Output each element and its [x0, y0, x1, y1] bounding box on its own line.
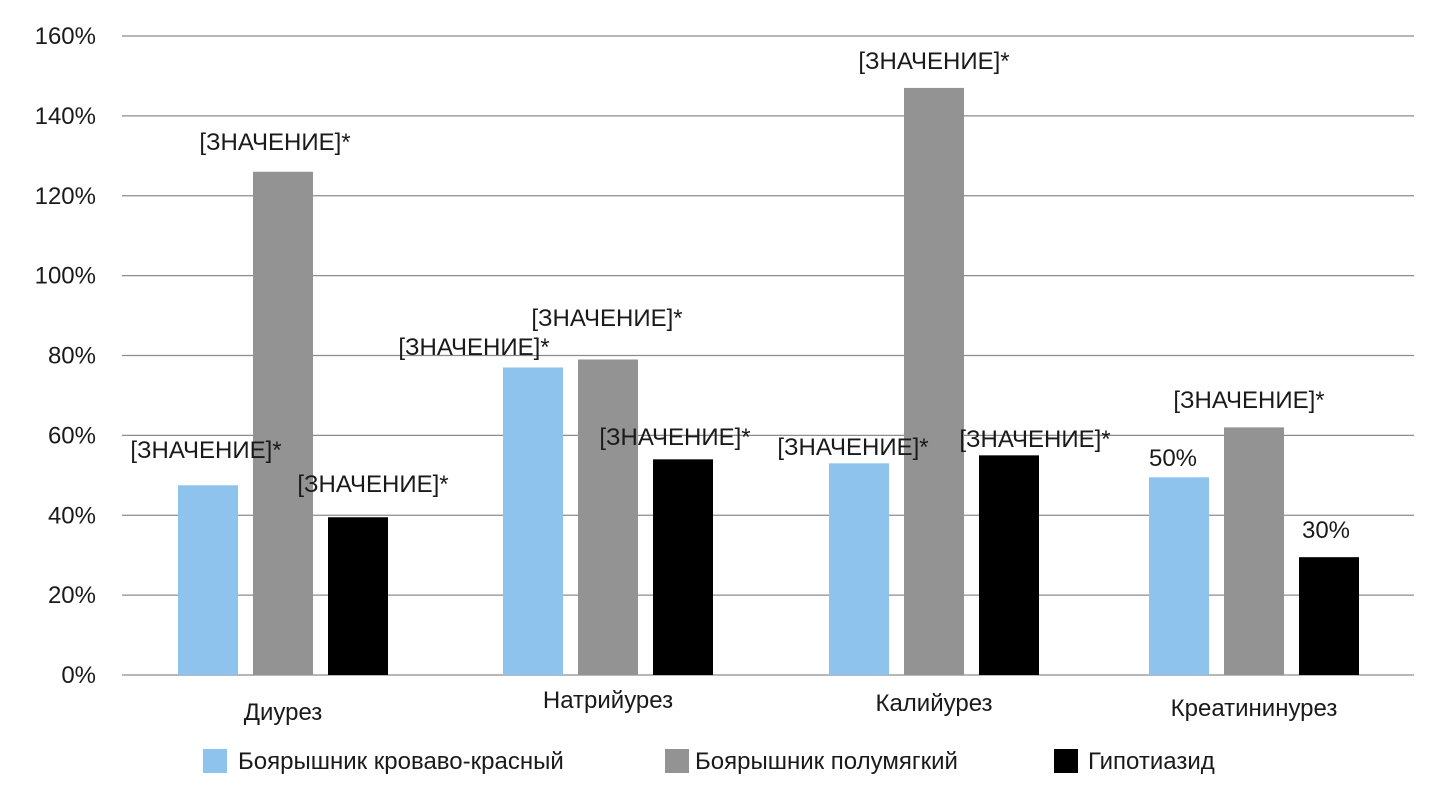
data-label: [ЗНАЧЕНИЕ]* [777, 434, 928, 461]
data-label: [ЗНАЧЕНИЕ]* [297, 471, 448, 498]
y-tick-label: 80% [48, 343, 96, 370]
data-label: [ЗНАЧЕНИЕ]* [599, 424, 750, 451]
bar [1299, 557, 1359, 675]
bar [1149, 477, 1209, 675]
legend-swatch [665, 749, 689, 773]
bar [328, 517, 388, 675]
bars [178, 87, 1359, 675]
y-tick-label: 100% [35, 263, 96, 290]
data-label: [ЗНАЧЕНИЕ]* [858, 48, 1009, 75]
legend-label: Гипотиазид [1088, 748, 1215, 775]
bar [904, 87, 964, 675]
legend-label: Боярышник кроваво-красный [238, 748, 564, 775]
data-label: 30% [1302, 517, 1350, 544]
data-label: [ЗНАЧЕНИЕ]* [199, 129, 350, 156]
category-label: Натрийурез [543, 687, 673, 714]
y-axis-tick-labels: 0% 20% 40% 60% 80% 100% 120% 140% 160% [35, 23, 96, 689]
legend-swatch [203, 749, 227, 773]
legend-swatch [1054, 749, 1078, 773]
bar [1224, 427, 1284, 675]
category-label: Калийурез [875, 690, 992, 717]
data-labels: [ЗНАЧЕНИЕ]*[ЗНАЧЕНИЕ]*[ЗНАЧЕНИЕ]* 50%[ЗНА… [130, 48, 1350, 544]
y-tick-label: 0% [61, 662, 96, 689]
data-label: [ЗНАЧЕНИЕ]* [959, 426, 1110, 453]
y-tick-label: 60% [48, 422, 96, 449]
data-label: [ЗНАЧЕНИЕ]* [398, 334, 549, 361]
legend-label: Боярышник полумягкий [695, 748, 958, 775]
legend: Боярышник кроваво-красный Боярышник полум… [203, 748, 1215, 775]
y-tick-label: 140% [35, 103, 96, 130]
x-axis-category-labels: Диурез Натрийурез Калийурез Креатининурез [244, 687, 1338, 726]
y-tick-label: 40% [48, 502, 96, 529]
bar [253, 171, 313, 675]
data-label: 50% [1149, 445, 1197, 472]
y-tick-label: 120% [35, 183, 96, 210]
category-label: Креатининурез [1171, 695, 1338, 722]
data-label: [ЗНАЧЕНИЕ]* [1173, 387, 1324, 414]
bar [178, 485, 238, 675]
data-label: [ЗНАЧЕНИЕ]* [130, 437, 281, 464]
bar [979, 455, 1039, 675]
bar [829, 463, 889, 675]
bar [653, 459, 713, 675]
data-label: [ЗНАЧЕНИЕ]* [531, 305, 682, 332]
y-tick-label: 20% [48, 582, 96, 609]
category-label: Диурез [244, 699, 323, 726]
bar [578, 359, 638, 675]
y-tick-label: 160% [35, 23, 96, 50]
bar [503, 367, 563, 675]
